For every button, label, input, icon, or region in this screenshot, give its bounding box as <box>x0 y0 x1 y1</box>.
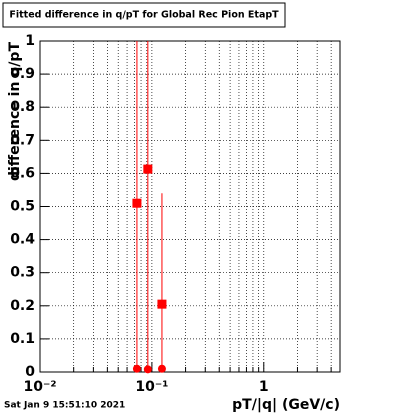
y-tick-label: 0 <box>25 364 35 380</box>
x-tick-label: 1 <box>259 379 269 395</box>
x-tick-label: 10⁻¹ <box>135 379 168 395</box>
marker <box>157 299 167 309</box>
marker <box>132 198 142 208</box>
marker <box>157 364 166 373</box>
x-axis-label: pT/|q| (GeV/c) <box>232 397 340 413</box>
footer-date: Sat Jan 9 15:51:10 2021 <box>4 401 125 411</box>
chart-title: Fitted difference in q/pT for Global Rec… <box>9 10 279 21</box>
y-tick-label: 0.1 <box>10 331 35 347</box>
x-tick-label: 10⁻² <box>23 379 56 395</box>
y-tick-label: 0.8 <box>10 99 35 115</box>
marker <box>132 364 141 373</box>
plot-frame <box>39 40 341 373</box>
y-axis-label: difference in q/pT <box>7 42 23 181</box>
y-tick-label: 0.5 <box>10 199 35 215</box>
y-tick-label: 0.2 <box>10 298 35 314</box>
y-tick-label: 0.3 <box>10 265 35 281</box>
y-tick-label: 0.4 <box>10 232 35 248</box>
marker <box>143 164 153 174</box>
y-tick-label: 0.6 <box>10 165 35 181</box>
y-tick-label: 0.7 <box>10 132 35 148</box>
y-tick-label: 1 <box>25 33 35 49</box>
marker <box>143 365 152 374</box>
title-box <box>2 2 286 28</box>
y-tick-label: 0.9 <box>10 66 35 82</box>
